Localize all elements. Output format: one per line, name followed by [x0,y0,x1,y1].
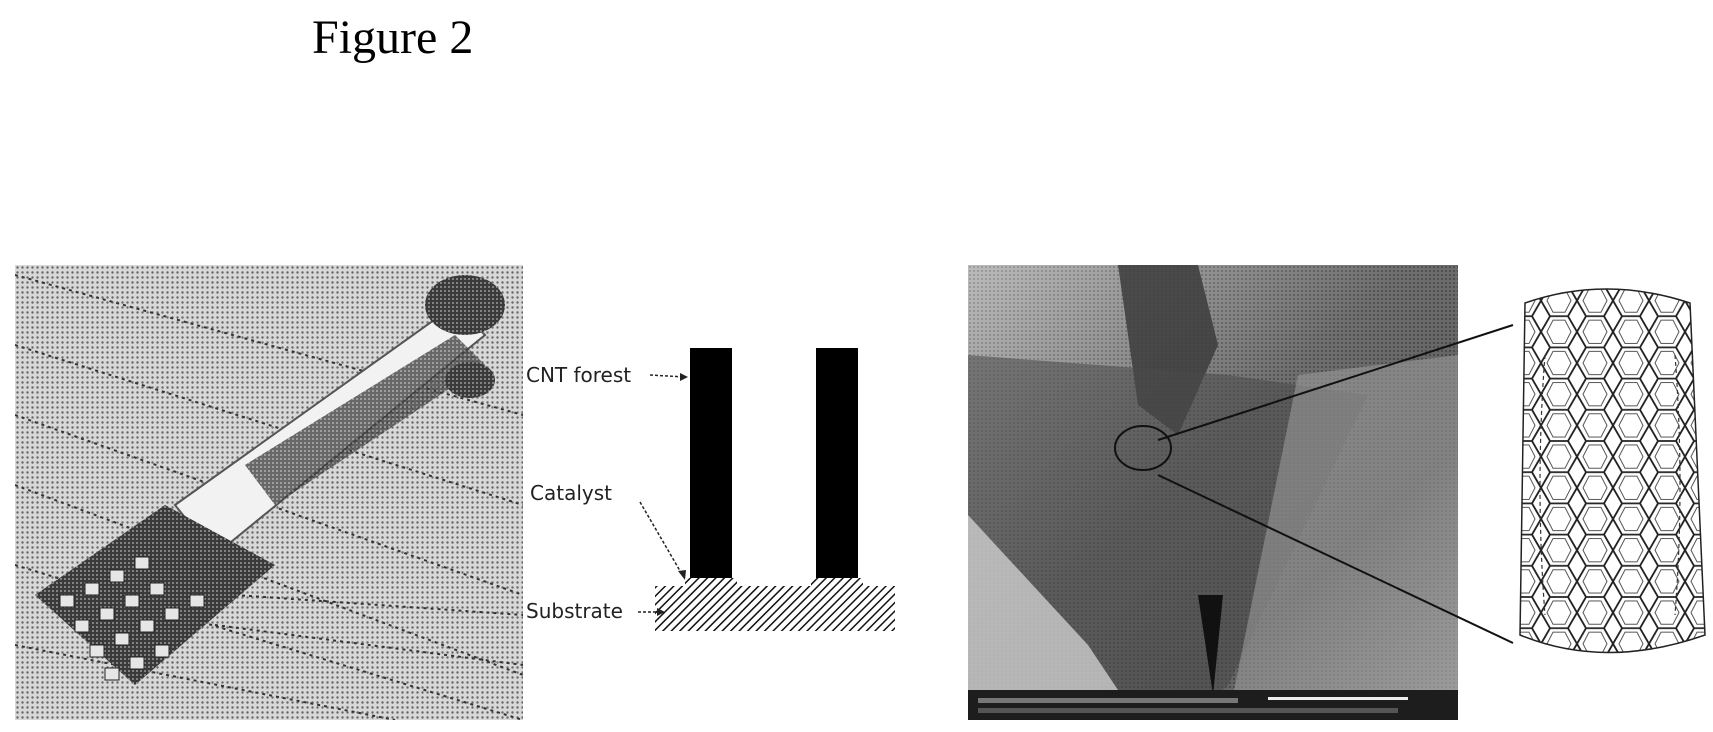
substrate-block [655,586,895,631]
figure-title: Figure 2 [312,10,473,65]
cnt-growth-schematic: CNT forest Catalyst Substrate [520,340,900,650]
label-catalyst: Catalyst [530,481,612,505]
catalyst-layer-right [811,578,863,586]
label-cnt-forest: CNT forest [526,363,631,387]
carbon-nanotube-illustration [1505,285,1710,660]
device-photo-drawing [15,265,523,720]
device-photo [15,265,523,720]
catalyst-layer-left [685,578,737,586]
label-substrate: Substrate [526,599,623,623]
cnt-forest-pillar-left [690,348,732,580]
cnt-forest-pillar-right [816,348,858,580]
